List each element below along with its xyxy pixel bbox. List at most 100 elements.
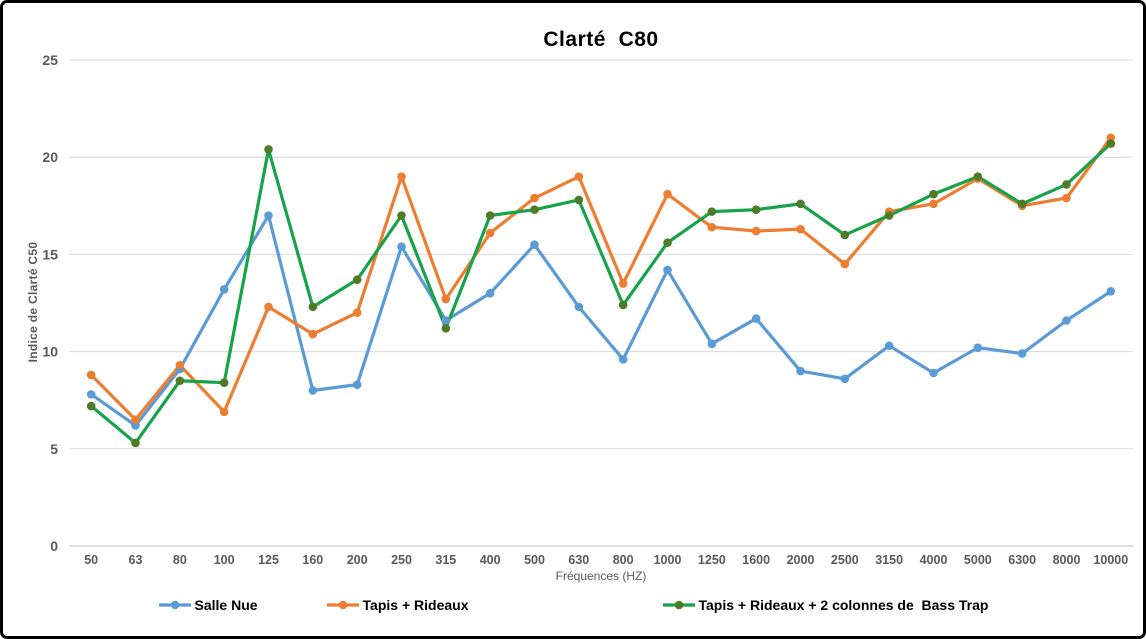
data-point (530, 193, 539, 203)
x-tick-label: 2000 (787, 553, 815, 567)
data-point (929, 189, 938, 199)
x-tick-label: 315 (435, 553, 456, 567)
data-point (485, 228, 495, 238)
data-point (175, 360, 185, 370)
data-point (397, 242, 406, 251)
data-point (352, 275, 362, 284)
data-point (663, 189, 672, 199)
x-tick-label: 2500 (831, 553, 859, 567)
data-point (973, 172, 983, 181)
data-point (264, 145, 273, 154)
data-point (1106, 287, 1116, 296)
data-point (485, 211, 495, 220)
x-tick-label: 4000 (920, 553, 948, 567)
data-point (530, 240, 539, 249)
legend-marker-icon (326, 600, 359, 610)
y-tick-label: 5 (50, 441, 58, 457)
data-point (618, 355, 628, 364)
data-point (751, 226, 761, 236)
data-point (751, 205, 761, 214)
x-tick-label: 80 (173, 553, 187, 567)
chart-title: Clarté C80 (543, 28, 659, 51)
y-tick-label: 0 (50, 538, 58, 554)
data-point (219, 407, 229, 417)
data-point (219, 378, 229, 388)
x-tick-label: 400 (480, 553, 501, 567)
data-point (884, 211, 894, 220)
x-tick-label: 1250 (698, 553, 726, 567)
x-tick-label: 500 (524, 553, 545, 567)
data-point (574, 195, 584, 205)
data-point (796, 366, 805, 376)
x-tick-label: 800 (613, 553, 634, 567)
x-tick-label: 5000 (964, 553, 992, 567)
data-point (929, 368, 938, 378)
data-point (530, 205, 539, 214)
data-point (884, 341, 894, 351)
data-point (1106, 139, 1116, 148)
data-point (352, 380, 362, 389)
data-point (618, 279, 628, 288)
data-point (929, 199, 938, 209)
x-tick-label: 63 (129, 553, 143, 567)
data-point (796, 224, 805, 234)
series-line (89, 213, 1113, 428)
data-point (840, 374, 850, 384)
data-point (131, 438, 140, 448)
data-point (308, 329, 318, 339)
data-point (707, 339, 717, 349)
x-axis-title: Fréquences (HZ) (555, 569, 647, 583)
data-point (219, 285, 229, 294)
legend-label: Salle Nue (194, 597, 258, 613)
x-tick-label: 200 (347, 553, 368, 567)
data-point (663, 238, 672, 248)
x-tick-label: 1000 (654, 553, 682, 567)
data-point (264, 302, 273, 312)
data-point (86, 370, 96, 380)
data-point (1062, 193, 1071, 203)
y-tick-label: 15 (42, 246, 58, 262)
data-point (1062, 316, 1071, 325)
y-tick-label: 10 (42, 344, 58, 360)
data-point (751, 314, 761, 323)
data-point (663, 265, 672, 275)
y-tick-label: 20 (42, 149, 58, 165)
x-tick-label: 50 (84, 553, 98, 567)
data-point (574, 172, 584, 181)
legend-marker-icon (158, 600, 191, 610)
legend-item: Salle Nue (158, 597, 258, 613)
data-point (618, 300, 628, 310)
x-tick-label: 630 (568, 553, 589, 567)
data-point (707, 207, 717, 216)
line-chart-plot: 0 5 10 15 20 25 50 63 80 100 125 160 200 250 315 400 500… (42, 52, 1133, 567)
legend-marker-icon (662, 600, 695, 610)
data-point (1062, 180, 1071, 189)
data-point (707, 222, 717, 232)
data-point (485, 288, 495, 298)
legend-item: Tapis + Rideaux + 2 colonnes de Bass Tra… (662, 597, 989, 613)
x-tick-label: 1600 (742, 553, 770, 567)
data-point (441, 316, 451, 325)
data-point (1017, 349, 1027, 358)
series-line (89, 141, 1113, 445)
data-point (86, 390, 96, 399)
series-line (89, 136, 1113, 422)
data-point (308, 302, 318, 312)
data-point (397, 172, 406, 181)
legend-label: Tapis + Rideaux + 2 colonnes de Bass Tra… (698, 597, 989, 613)
data-point (308, 386, 318, 395)
data-point (574, 302, 584, 312)
x-tick-label: 100 (214, 553, 235, 567)
x-tick-label: 250 (391, 553, 412, 567)
data-point (441, 323, 451, 333)
data-point (441, 294, 451, 304)
data-point (352, 308, 362, 318)
x-tick-label: 125 (258, 553, 279, 567)
legend-item: Tapis + Rideaux (326, 597, 469, 613)
data-point (796, 199, 805, 209)
x-tick-label: 8000 (1053, 553, 1081, 567)
data-point (840, 230, 850, 240)
data-point (1017, 199, 1027, 209)
data-point (840, 259, 850, 269)
data-point (397, 211, 406, 220)
